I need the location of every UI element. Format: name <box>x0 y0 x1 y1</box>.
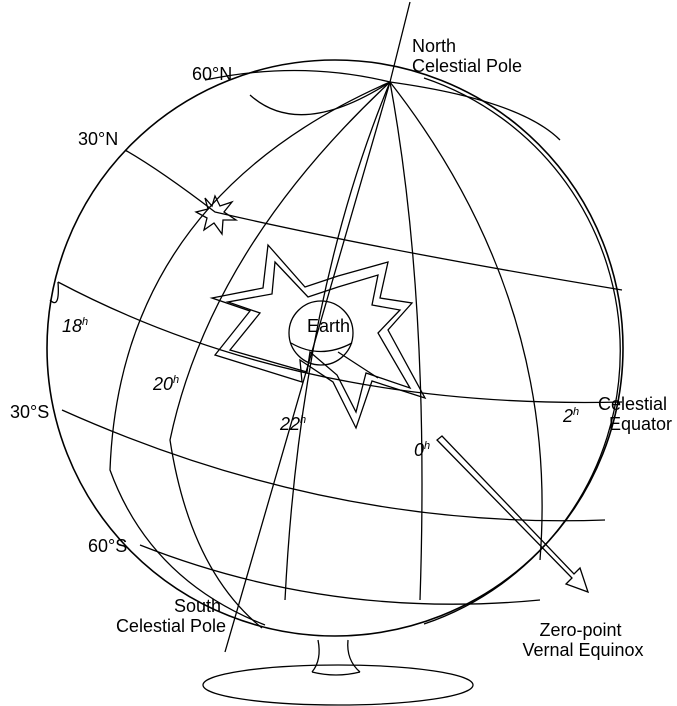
hour-unit: h <box>573 406 579 418</box>
equinox-label: Zero-point Vernal Equinox <box>522 620 643 660</box>
label-line: Equator <box>609 414 672 434</box>
declination-label: 30°S <box>10 402 49 422</box>
declination-label: 30°N <box>78 129 118 149</box>
hour-label: 22h <box>279 414 306 434</box>
hour-label: 18h <box>62 316 88 336</box>
label-line: North <box>412 36 456 56</box>
declination-label: 60°S <box>88 536 127 556</box>
hour-unit: h <box>82 316 88 328</box>
hour-unit: h <box>300 414 306 426</box>
south-pole-label: South Celestial Pole <box>116 596 226 636</box>
label-line: Celestial <box>598 394 667 414</box>
celestial-sphere <box>46 1 624 653</box>
hour-number: 0 <box>414 440 424 460</box>
hour-number: 22 <box>279 414 300 434</box>
label-line: Vernal Equinox <box>522 640 643 660</box>
hour-unit: h <box>424 440 430 452</box>
stand <box>202 639 474 706</box>
hour-number: 18 <box>62 316 82 336</box>
label-line: South <box>174 596 221 616</box>
earth-label: Earth <box>307 316 350 336</box>
equator-label: Celestial Equator <box>598 394 672 434</box>
hour-unit: h <box>173 374 179 386</box>
hour-label: 0h <box>414 440 430 460</box>
north-pole-label: North Celestial Pole <box>412 36 522 76</box>
hour-number: 20 <box>152 374 173 394</box>
hour-label: 20h <box>152 374 179 394</box>
hour-label: 2h <box>562 406 579 426</box>
declination-label: 60°N <box>192 64 232 84</box>
label-line: Celestial Pole <box>116 616 226 636</box>
hour-number: 2 <box>562 406 573 426</box>
label-line: Zero-point <box>539 620 621 640</box>
label-line: Celestial Pole <box>412 56 522 76</box>
